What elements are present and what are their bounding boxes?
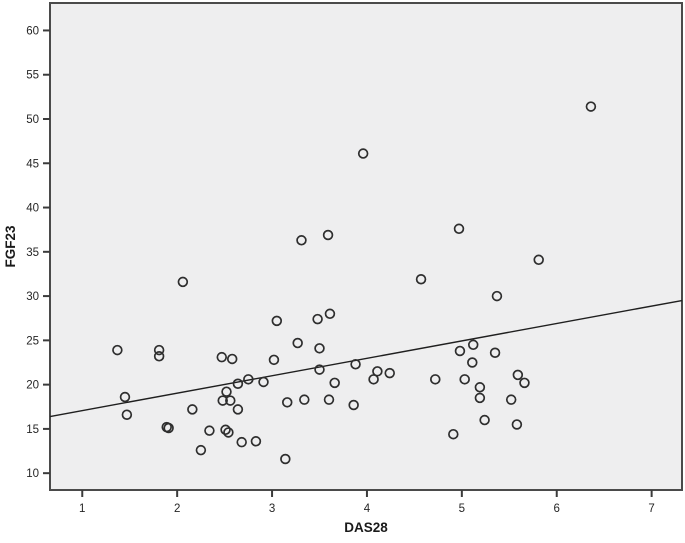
data-point xyxy=(519,377,530,389)
data-point xyxy=(467,339,479,351)
x-tick-label: 5 xyxy=(459,503,465,515)
data-point xyxy=(281,397,293,408)
data-point xyxy=(489,347,501,359)
data-point xyxy=(195,444,207,456)
data-point xyxy=(505,394,517,405)
data-point xyxy=(232,404,244,415)
data-point xyxy=(121,409,133,420)
data-point xyxy=(348,399,359,411)
data-point xyxy=(459,374,470,385)
data-point xyxy=(258,376,269,388)
data-point xyxy=(314,343,325,354)
data-point xyxy=(474,392,486,404)
data-point xyxy=(453,223,465,235)
plot-area-layer xyxy=(49,2,683,491)
data-point xyxy=(511,419,523,430)
data-point xyxy=(467,357,478,368)
data-point xyxy=(163,422,174,434)
y-tick-label: 25 xyxy=(26,335,39,347)
data-point xyxy=(220,424,231,436)
data-point xyxy=(585,101,597,112)
data-point xyxy=(454,345,466,357)
data-point xyxy=(474,382,486,393)
x-tick-label: 7 xyxy=(648,503,654,515)
data-point xyxy=(292,337,303,349)
x-tick-label: 1 xyxy=(79,503,85,515)
data-point-layer xyxy=(49,101,683,465)
data-point xyxy=(512,369,524,381)
data-point xyxy=(187,404,198,415)
data-point xyxy=(430,374,441,385)
data-point xyxy=(280,453,291,465)
data-point xyxy=(329,377,340,389)
y-tick-label: 20 xyxy=(26,380,39,392)
data-point xyxy=(223,427,234,438)
data-point xyxy=(250,436,262,447)
x-tick-label: 2 xyxy=(174,503,180,515)
data-point xyxy=(448,428,459,440)
data-point xyxy=(314,364,325,375)
data-point xyxy=(221,386,232,397)
data-point xyxy=(217,395,228,406)
data-point xyxy=(312,313,323,325)
data-point xyxy=(226,353,238,365)
y-tick-label: 45 xyxy=(26,158,39,170)
data-point xyxy=(271,315,283,327)
data-point xyxy=(324,308,336,320)
data-point xyxy=(204,425,215,436)
data-point xyxy=(350,359,361,370)
data-point xyxy=(268,354,280,366)
y-tick-label: 10 xyxy=(26,468,39,480)
y-tick-label: 50 xyxy=(26,114,39,126)
x-axis-title: DAS28 xyxy=(344,520,388,535)
y-tick-label: 60 xyxy=(26,25,39,37)
plot-background xyxy=(49,2,683,491)
data-point xyxy=(225,395,236,406)
data-point xyxy=(323,394,335,405)
x-tick-label: 4 xyxy=(364,503,371,515)
y-tick-label: 40 xyxy=(26,203,39,215)
data-point xyxy=(153,351,165,362)
data-point xyxy=(112,344,123,356)
x-tick-label: 6 xyxy=(554,503,560,515)
data-point xyxy=(296,235,307,246)
y-tick-label: 15 xyxy=(26,424,39,436)
data-point xyxy=(384,367,395,379)
data-point xyxy=(236,436,247,448)
data-point xyxy=(322,229,334,241)
data-point xyxy=(216,351,228,363)
data-point xyxy=(372,366,383,377)
data-point xyxy=(479,414,490,426)
x-tick-label: 3 xyxy=(269,503,275,515)
data-point xyxy=(119,391,131,403)
data-point xyxy=(232,378,244,389)
data-point xyxy=(491,290,503,302)
data-point xyxy=(243,374,254,385)
y-tick-label: 35 xyxy=(26,247,39,259)
data-point xyxy=(153,344,165,356)
data-point xyxy=(177,276,189,288)
data-point xyxy=(533,254,544,266)
data-point xyxy=(415,274,427,285)
data-point xyxy=(299,394,310,405)
y-axis-title: FGF23 xyxy=(3,225,18,268)
fit-line xyxy=(49,299,683,418)
y-tick-label: 55 xyxy=(26,70,39,82)
data-point xyxy=(357,148,369,159)
y-tick-label: 30 xyxy=(26,291,39,303)
